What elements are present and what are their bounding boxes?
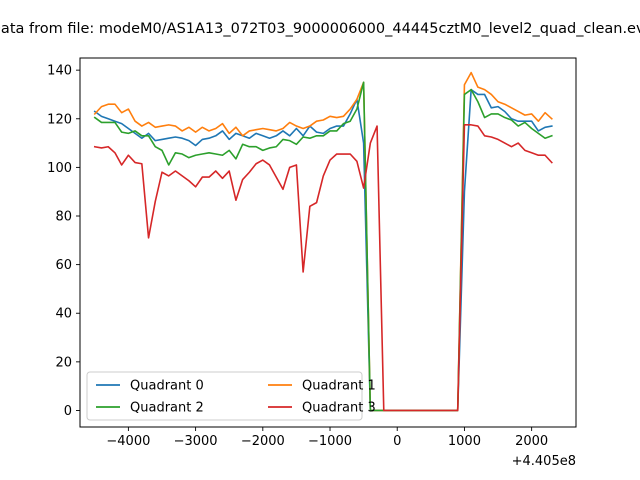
axes-frame: [79, 57, 577, 428]
x-tick-label: −1000: [308, 434, 352, 449]
legend-label: Quadrant 1: [302, 379, 376, 394]
x-tick-label: 0: [393, 434, 401, 449]
series-line-quadrant-1: [93, 71, 553, 412]
x-tick-label: −4000: [106, 434, 150, 449]
y-tick-label: 60: [55, 258, 72, 273]
y-tick-label: 120: [47, 112, 72, 127]
y-tick-label: 0: [64, 404, 72, 419]
x-offset-label: +4.405e8: [512, 454, 576, 469]
legend-box: [86, 371, 363, 421]
legend-label: Quadrant 0: [130, 379, 204, 394]
series-line-quadrant-0: [93, 88, 553, 412]
x-axis-ticks: −4000 −3000 −2000 −1000 0 1000 2000: [106, 427, 548, 449]
series-line-quadrant-2: [93, 81, 553, 412]
x-tick-label: 1000: [448, 434, 481, 449]
legend: Quadrant 0 Quadrant 1 Quadrant 2 Quadrant 3: [86, 371, 376, 421]
y-tick-label: 20: [55, 355, 72, 370]
y-tick-label: 100: [47, 161, 72, 176]
series-layer: [93, 71, 553, 412]
y-axis-ticks: 0 20 40 60 80 100 120 140: [47, 64, 80, 419]
y-tick-label: 140: [47, 64, 72, 79]
plot-area: [79, 57, 577, 428]
y-tick-label: 40: [55, 307, 72, 322]
legend-label: Quadrant 2: [130, 401, 204, 416]
y-tick-label: 80: [55, 210, 72, 225]
series-line-quadrant-3: [93, 124, 553, 412]
chart-title: Data from file: modeM0/AS1A13_072T03_900…: [0, 21, 640, 37]
x-tick-label: −3000: [174, 434, 218, 449]
x-tick-label: −2000: [241, 434, 285, 449]
x-tick-label: 2000: [515, 434, 548, 449]
legend-label: Quadrant 3: [302, 401, 376, 416]
